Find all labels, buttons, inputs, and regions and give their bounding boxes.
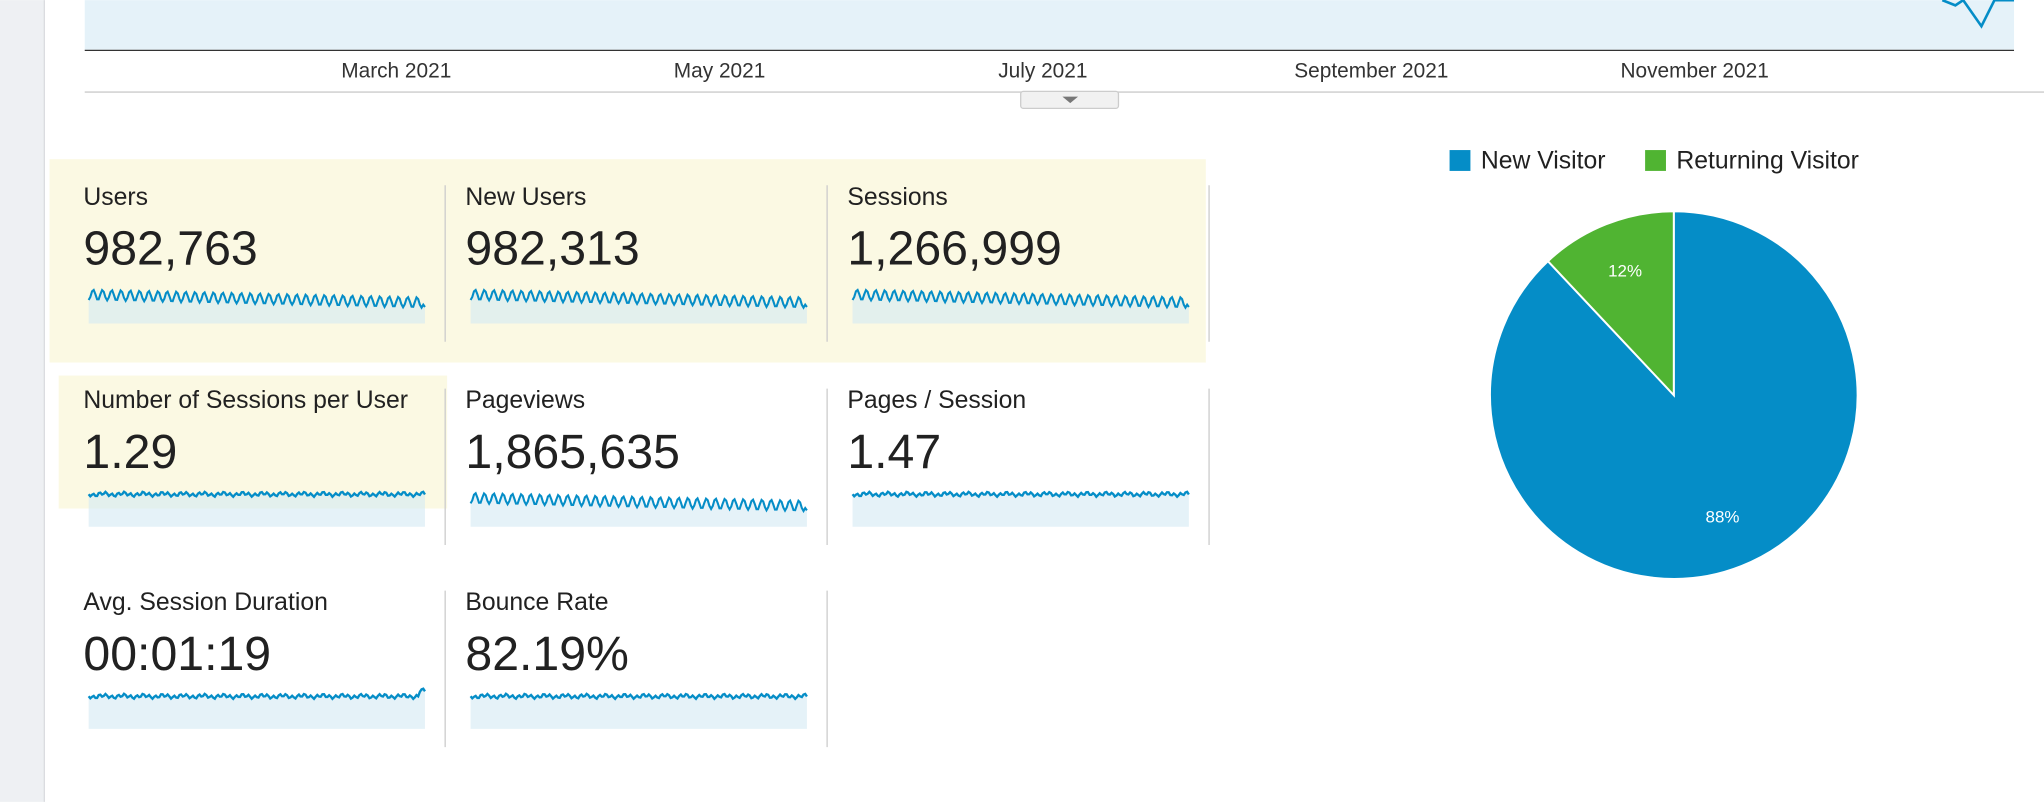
pie-slice [1546, 210, 1675, 398]
sparkline-area [88, 289, 425, 324]
pie-label: 88% [1706, 508, 1740, 527]
sparkline-area [852, 491, 1189, 527]
collapse-arrow [1062, 96, 1079, 104]
legend-label: New Visitor [1481, 147, 1606, 174]
timeline-label: September 2021 [1294, 59, 1448, 82]
metric-label: Bounce Rate [465, 589, 608, 616]
sparkline-area [88, 491, 425, 527]
metric-value: 82.19% [465, 627, 629, 681]
sparkline [87, 490, 426, 499]
sparkline [469, 692, 808, 701]
metric-value: 1.29 [83, 425, 177, 479]
metric-label: New Users [465, 184, 586, 211]
metric-value: 1,266,999 [847, 221, 1062, 275]
sparkline [469, 491, 808, 514]
legend-swatch [1449, 150, 1471, 171]
sparkline-area [470, 493, 807, 527]
sparkline [851, 490, 1190, 499]
timeline-label: July 2021 [998, 59, 1087, 82]
metric-label: Users [83, 184, 148, 211]
sparkline-area [88, 688, 425, 729]
timeline-line [1941, 0, 2015, 29]
sparkline [87, 687, 426, 701]
side-strip [0, 0, 45, 802]
sparkline-area [470, 693, 807, 729]
legend-label: Returning Visitor [1676, 147, 1859, 174]
sparkline [87, 288, 426, 310]
metric-value: 1.47 [847, 425, 941, 479]
highlight [58, 375, 448, 509]
metric-label: Pageviews [465, 387, 585, 414]
timeline-label: March 2021 [341, 59, 451, 82]
timeline-label: November 2021 [1620, 59, 1768, 82]
metric-value: 982,313 [465, 221, 639, 275]
timeline-area [84, 0, 2015, 50]
sparkline [851, 288, 1190, 310]
metric-value: 1,865,635 [465, 425, 680, 479]
timeline-label: May 2021 [674, 59, 766, 82]
legend-swatch [1645, 150, 1666, 171]
sparkline [469, 288, 808, 310]
metric-label: Sessions [847, 184, 947, 211]
metric-label: Pages / Session [847, 387, 1026, 414]
metric-label: Number of Sessions per User [83, 387, 408, 414]
highlight [49, 159, 1206, 363]
metric-value: 00:01:19 [83, 627, 271, 681]
sparkline-area [852, 289, 1189, 324]
pie-label: 12% [1608, 262, 1642, 281]
metric-value: 982,763 [83, 221, 257, 275]
metric-label: Avg. Session Duration [83, 589, 327, 616]
sparkline-area [470, 289, 807, 324]
